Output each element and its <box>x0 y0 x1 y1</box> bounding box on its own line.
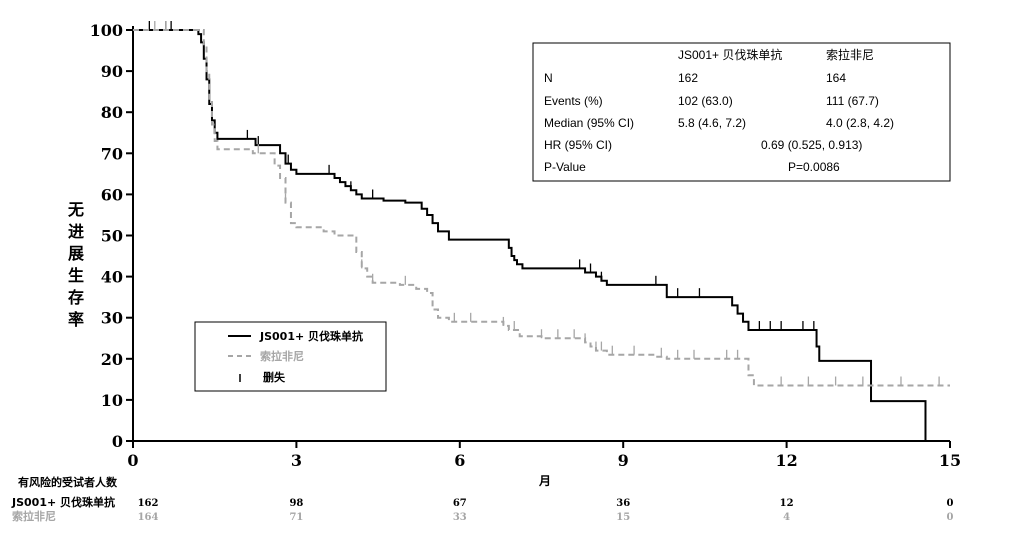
risk-row-value: 164 <box>138 512 159 523</box>
legend: JS001+ 贝伐珠单抗 索拉非尼 删失 <box>194 321 387 392</box>
risk-row-value: 36 <box>616 498 630 509</box>
y-tick-label: 80 <box>101 103 123 122</box>
stats-row-label: Events (%) <box>544 94 603 108</box>
risk-table: 有风险的受试者人数 JS001+ 贝伐珠单抗 162 98 67 36 12 0 索拉非尼 16… <box>11 475 954 523</box>
y-tick-label: 70 <box>101 144 123 163</box>
axes <box>132 26 950 442</box>
risk-row-name: JS001+ 贝伐珠单抗 <box>11 495 115 509</box>
x-axis-label: 月 <box>538 474 551 488</box>
stats-table-border <box>532 42 951 182</box>
risk-row-name: 索拉非尼 <box>12 509 56 523</box>
stats-row-label: Median (95% CI) <box>544 116 634 130</box>
risk-row-value: 4 <box>783 512 790 523</box>
risk-row-value: 71 <box>289 512 303 523</box>
risk-row-value: 12 <box>780 498 794 509</box>
x-tick-label: 12 <box>775 451 797 470</box>
risk-row-value: 98 <box>289 498 303 509</box>
series-group <box>133 21 950 441</box>
y-tick-label: 40 <box>101 268 123 287</box>
stats-n-group1: 162 <box>678 71 698 85</box>
stats-n-group2: 164 <box>826 71 846 85</box>
km-curve-js001 <box>133 29 927 441</box>
x-tick-label: 6 <box>454 451 465 470</box>
stats-header-group2: 索拉非尼 <box>826 47 874 62</box>
risk-row-value: 162 <box>138 498 159 509</box>
legend-border <box>194 321 387 392</box>
legend-label-group2: 索拉非尼 <box>260 349 304 363</box>
y-tick-label: 30 <box>101 309 123 328</box>
legend-label-censor: 删失 <box>263 370 286 384</box>
risk-table-title: 有风险的受试者人数 <box>18 475 118 489</box>
x-tick-label: 0 <box>127 451 138 470</box>
stats-events-group1: 102 (63.0) <box>678 94 733 108</box>
risk-row-value: 67 <box>453 498 467 509</box>
risk-row-value: 33 <box>453 512 467 523</box>
stats-table: JS001+ 贝伐珠单抗 索拉非尼 N 162 164 Events (%) 1… <box>532 42 951 182</box>
y-tick-label: 60 <box>101 185 123 204</box>
stats-hr-label: HR (95% CI) <box>544 138 612 152</box>
risk-row-value: 15 <box>616 512 630 523</box>
y-tick-label: 20 <box>101 350 123 369</box>
x-tick-label: 15 <box>939 451 961 470</box>
stats-events-group2: 111 (67.7) <box>826 94 879 108</box>
stats-median-group1: 5.8 (4.6, 7.2) <box>678 116 746 130</box>
y-tick-label: 50 <box>101 227 123 246</box>
risk-row-value: 0 <box>947 498 954 509</box>
risk-row-value: 0 <box>947 512 954 523</box>
y-tick-label: 100 <box>90 21 123 40</box>
y-tick-label: 10 <box>101 391 123 410</box>
legend-label-group1: JS001+ 贝伐珠单抗 <box>259 329 363 343</box>
stats-header-group1: JS001+ 贝伐珠单抗 <box>678 47 782 62</box>
stats-p-value: P=0.0086 <box>788 160 840 174</box>
y-tick-label: 90 <box>101 62 123 81</box>
x-tick-label: 9 <box>618 451 629 470</box>
stats-hr-value: 0.69 (0.525, 0.913) <box>761 138 862 152</box>
x-ticks: 0 3 6 9 12 15 <box>127 441 961 470</box>
stats-p-label: P-Value <box>544 160 586 174</box>
y-axis-label: 无进展生存率 <box>67 200 85 329</box>
y-tick-label: 0 <box>112 432 123 451</box>
x-tick-label: 3 <box>291 451 302 470</box>
stats-row-label: N <box>544 71 553 85</box>
y-ticks: 0 10 20 30 40 50 60 70 80 90 100 <box>90 21 133 451</box>
stats-median-group2: 4.0 (2.8, 4.2) <box>826 116 894 130</box>
